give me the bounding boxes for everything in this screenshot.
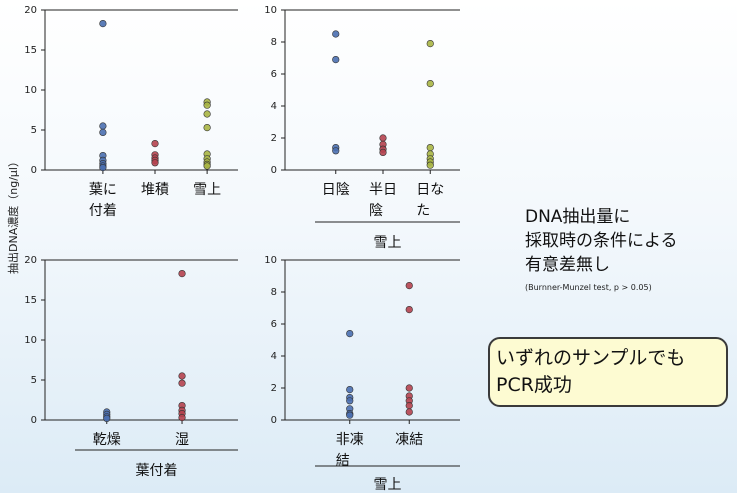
point	[178, 379, 186, 387]
y-tick-label: 8	[271, 37, 277, 48]
point	[178, 414, 186, 422]
x-tick-label: 半日 陰	[369, 182, 397, 219]
test-note: (Burnner-Munzel test, p > 0.05)	[525, 283, 652, 292]
y-tick-label: 2	[271, 133, 277, 144]
y-tick-label: 10	[264, 255, 277, 266]
y-tick-label: 0	[31, 415, 37, 426]
point	[379, 148, 387, 156]
x-tick-label: 非凍 結	[335, 432, 364, 469]
point	[203, 162, 211, 170]
x-tick-label: 雪上	[193, 182, 222, 198]
y-tick-label: 0	[31, 165, 37, 176]
point	[178, 270, 186, 278]
x-tick-label: 日陰	[321, 182, 350, 198]
y-tick-label: 15	[24, 45, 37, 56]
y-tick-label: 10	[264, 5, 277, 16]
x-tick-label: 湿	[175, 432, 190, 448]
x-tick-label: 日な た	[416, 182, 445, 219]
point	[99, 20, 107, 28]
y-tick-label: 20	[24, 5, 37, 16]
group-label: 雪上	[373, 235, 402, 251]
point	[99, 128, 107, 136]
point	[178, 372, 186, 380]
y-tick-label: 15	[24, 295, 37, 306]
point	[151, 159, 159, 167]
point	[203, 110, 211, 118]
y-tick-label: 10	[24, 85, 37, 96]
point	[426, 161, 434, 169]
y-tick-label: 0	[271, 415, 277, 426]
x-tick-label: 堆積	[141, 182, 169, 198]
y-tick-label: 5	[31, 375, 37, 386]
point	[405, 306, 413, 314]
y-axis-label: 抽出DNA濃度（ng/μl）	[6, 156, 20, 274]
point	[405, 408, 413, 416]
point	[332, 30, 340, 38]
point	[332, 147, 340, 155]
point	[405, 402, 413, 410]
y-tick-label: 6	[271, 69, 277, 80]
y-tick-label: 20	[24, 255, 37, 266]
x-tick-label: 葉に 付着	[88, 182, 117, 219]
point	[151, 140, 159, 148]
point	[99, 164, 107, 172]
point	[346, 397, 354, 405]
y-tick-label: 8	[271, 287, 277, 298]
point	[332, 55, 340, 64]
y-tick-label: 0	[271, 165, 277, 176]
y-tick-label: 10	[24, 335, 37, 346]
point	[203, 101, 211, 109]
y-tick-label: 5	[31, 125, 37, 136]
point	[103, 414, 111, 423]
point	[426, 144, 434, 152]
point	[426, 39, 434, 48]
y-tick-label: 4	[271, 101, 277, 112]
x-tick-label: 乾燥	[92, 432, 121, 448]
point	[405, 384, 413, 392]
point	[99, 122, 107, 130]
callout: いずれのサンプルでも PCR成功	[488, 337, 728, 407]
point	[426, 79, 434, 88]
point	[346, 330, 354, 338]
point	[346, 411, 354, 419]
point	[346, 386, 354, 394]
point	[379, 134, 387, 142]
y-tick-label: 2	[271, 383, 277, 394]
point	[203, 123, 211, 132]
group-label: 葉付着	[135, 463, 178, 479]
y-tick-label: 6	[271, 319, 277, 330]
point	[405, 282, 413, 290]
group-label: 雪上	[373, 477, 402, 493]
y-tick-label: 4	[271, 351, 277, 362]
conclusion: DNA抽出量に 採取時の条件による 有意差無し	[525, 207, 678, 275]
x-tick-label: 凍結	[395, 432, 424, 448]
